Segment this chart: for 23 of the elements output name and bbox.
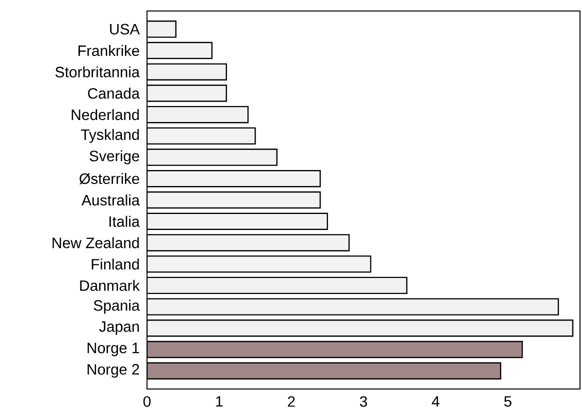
y-tick-label: Tyskland — [80, 128, 139, 143]
x-tick-label: 5 — [504, 396, 512, 407]
x-tick-label: 1 — [216, 396, 223, 407]
y-tick-label: Finland — [92, 258, 139, 270]
y-tick-label: Spania — [94, 300, 140, 314]
y-tick-label: Japan — [99, 321, 139, 335]
y-tick-label: New Zealand — [52, 237, 139, 248]
y-tick-label: Norge 2 — [88, 364, 140, 378]
y-tick-label: USA — [110, 24, 140, 34]
y-tick-label: Storbritannia — [55, 66, 140, 78]
x-tick-label: 2 — [288, 396, 295, 407]
y-tick-label: Nederland — [72, 109, 139, 120]
y-tick-label: Sverige — [90, 150, 140, 164]
x-tick-label: 3 — [360, 396, 368, 407]
y-tick-label: Italia — [109, 216, 140, 227]
y-tick-label: Danmark — [80, 280, 140, 291]
x-tick-label: 4 — [432, 396, 440, 407]
x-tick-label: 0 — [143, 396, 151, 407]
y-tick-label: Frankrike — [78, 45, 140, 56]
y-tick-label: Norge 1 — [88, 342, 140, 356]
y-tick-label: Australia — [81, 194, 140, 206]
y-tick-label: Østerrike — [79, 173, 140, 184]
y-tick-label: Canada — [88, 88, 140, 99]
